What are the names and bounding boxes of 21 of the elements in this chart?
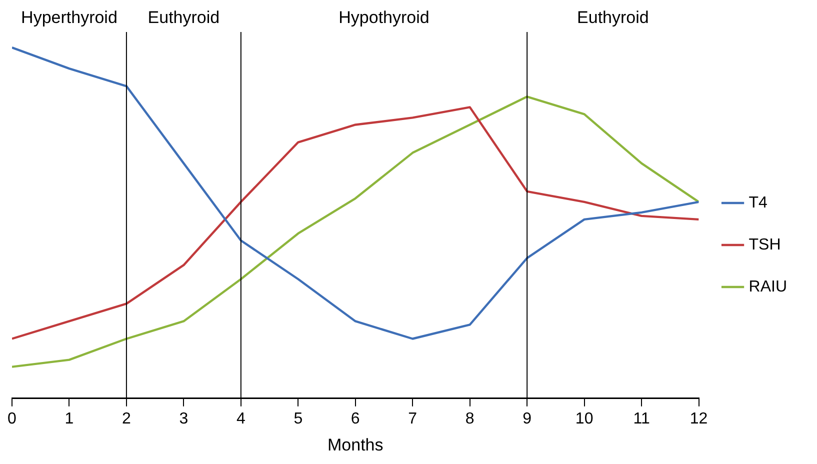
x-tick-label: 5 xyxy=(294,410,303,428)
x-tick-label: 1 xyxy=(64,410,74,428)
text: Euthyroid xyxy=(148,8,220,27)
legend-label: RAIU xyxy=(748,278,788,296)
x-tick-label: 2 xyxy=(122,410,132,428)
text: Hypothyroid xyxy=(338,8,430,27)
x-tick-label: 0 xyxy=(8,410,17,428)
text: Euthyroid xyxy=(577,8,649,27)
x-tick-label: 11 xyxy=(633,410,650,428)
legend-label: TSH xyxy=(748,236,781,254)
x-tick-label: 6 xyxy=(350,410,360,428)
x-tick-label: 3 xyxy=(179,410,188,428)
legend-label: T4 xyxy=(748,194,768,212)
x-tick-label: 4 xyxy=(236,410,246,428)
x-tick-label: 10 xyxy=(575,410,594,428)
x-tick-label: 12 xyxy=(690,410,708,428)
x-axis-title: Months xyxy=(328,435,384,454)
x-tick-label: 7 xyxy=(408,410,418,428)
x-tick-label: 8 xyxy=(465,410,474,428)
text: Hyperthyroid xyxy=(21,8,118,27)
x-tick-label: 9 xyxy=(522,410,532,428)
